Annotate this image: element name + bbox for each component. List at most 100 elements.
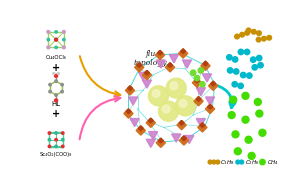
- Polygon shape: [168, 63, 173, 67]
- Polygon shape: [124, 109, 133, 118]
- Circle shape: [61, 145, 64, 148]
- Circle shape: [166, 78, 186, 98]
- Polygon shape: [208, 81, 218, 91]
- Polygon shape: [200, 123, 205, 127]
- Polygon shape: [185, 136, 194, 144]
- Circle shape: [200, 82, 205, 87]
- Polygon shape: [142, 70, 152, 80]
- Circle shape: [228, 112, 235, 119]
- Polygon shape: [169, 55, 178, 63]
- Circle shape: [48, 132, 51, 134]
- Circle shape: [248, 152, 255, 159]
- Polygon shape: [146, 118, 155, 127]
- Circle shape: [238, 83, 243, 89]
- Circle shape: [55, 38, 58, 41]
- Circle shape: [242, 116, 249, 123]
- Circle shape: [234, 69, 239, 74]
- Circle shape: [255, 98, 261, 105]
- Polygon shape: [146, 139, 155, 147]
- Polygon shape: [136, 126, 146, 135]
- Circle shape: [240, 32, 244, 37]
- Circle shape: [62, 46, 65, 49]
- Polygon shape: [126, 109, 131, 114]
- Polygon shape: [198, 123, 207, 132]
- Circle shape: [212, 160, 216, 164]
- Circle shape: [262, 36, 266, 41]
- Polygon shape: [196, 97, 201, 101]
- Circle shape: [63, 38, 65, 41]
- Circle shape: [232, 82, 237, 87]
- Circle shape: [260, 159, 265, 165]
- Circle shape: [158, 101, 178, 121]
- Circle shape: [245, 31, 250, 35]
- Circle shape: [244, 49, 250, 55]
- Text: flu
topology: flu topology: [134, 50, 168, 67]
- Polygon shape: [165, 63, 175, 72]
- Polygon shape: [130, 119, 139, 127]
- Circle shape: [190, 70, 196, 75]
- Polygon shape: [144, 70, 150, 75]
- Circle shape: [257, 31, 261, 36]
- Polygon shape: [196, 119, 205, 127]
- Polygon shape: [202, 74, 212, 82]
- Circle shape: [62, 30, 65, 33]
- Text: $CH_4$: $CH_4$: [267, 158, 279, 167]
- Circle shape: [252, 65, 258, 70]
- Circle shape: [55, 31, 57, 33]
- Polygon shape: [179, 120, 184, 125]
- Text: HL: HL: [52, 101, 61, 107]
- Circle shape: [230, 96, 237, 103]
- Circle shape: [55, 99, 58, 102]
- Circle shape: [47, 46, 50, 49]
- Circle shape: [61, 83, 63, 86]
- Circle shape: [251, 57, 256, 62]
- Polygon shape: [177, 120, 186, 130]
- Circle shape: [55, 132, 57, 134]
- Circle shape: [245, 136, 252, 143]
- Circle shape: [234, 148, 241, 155]
- Circle shape: [53, 73, 55, 74]
- Polygon shape: [148, 118, 153, 123]
- Circle shape: [235, 34, 239, 39]
- Circle shape: [55, 139, 57, 141]
- Circle shape: [47, 30, 50, 33]
- Polygon shape: [208, 104, 213, 109]
- Circle shape: [232, 57, 238, 62]
- Text: $C_3H_8$: $C_3H_8$: [220, 158, 235, 167]
- Polygon shape: [201, 61, 210, 70]
- Polygon shape: [203, 61, 208, 66]
- Circle shape: [61, 132, 64, 134]
- Circle shape: [61, 139, 64, 141]
- Circle shape: [238, 49, 243, 55]
- Circle shape: [55, 94, 57, 96]
- Text: +: +: [52, 109, 60, 119]
- Polygon shape: [196, 88, 205, 96]
- Polygon shape: [178, 49, 188, 58]
- Polygon shape: [158, 138, 163, 143]
- Circle shape: [49, 83, 51, 86]
- Circle shape: [152, 90, 160, 97]
- Circle shape: [55, 46, 57, 49]
- Text: $C_2H_6$: $C_2H_6$: [245, 158, 259, 167]
- Polygon shape: [157, 50, 163, 55]
- Circle shape: [162, 105, 170, 113]
- Polygon shape: [179, 136, 188, 145]
- Polygon shape: [181, 49, 186, 53]
- Circle shape: [258, 63, 263, 68]
- Polygon shape: [205, 104, 215, 114]
- Circle shape: [267, 36, 271, 40]
- Circle shape: [179, 100, 187, 107]
- Polygon shape: [194, 78, 200, 83]
- Circle shape: [55, 80, 57, 82]
- Polygon shape: [125, 86, 135, 95]
- Circle shape: [242, 92, 249, 99]
- Text: Sc₄O₂(COO)₈: Sc₄O₂(COO)₈: [40, 152, 72, 157]
- Circle shape: [259, 129, 266, 136]
- Circle shape: [236, 160, 240, 164]
- Circle shape: [149, 86, 169, 106]
- Circle shape: [194, 75, 200, 81]
- Circle shape: [170, 82, 178, 90]
- Polygon shape: [127, 86, 133, 91]
- Text: +: +: [52, 63, 60, 73]
- Circle shape: [256, 37, 261, 42]
